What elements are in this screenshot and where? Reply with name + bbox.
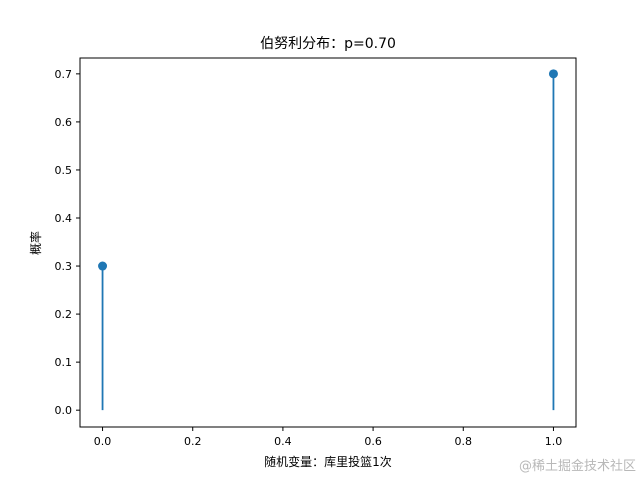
x-tick-label: 0.2 (184, 435, 202, 448)
x-tick-label: 0.4 (274, 435, 292, 448)
plot-frame (79, 57, 577, 428)
x-tick-label: 0.6 (364, 435, 382, 448)
y-axis-label: 概率 (28, 231, 43, 255)
y-tick-label: 0.5 (55, 164, 73, 177)
watermark: @稀土掘金技术社区 (518, 459, 636, 474)
y-tick-label: 0.1 (55, 356, 73, 369)
y-tick-label: 0.7 (55, 68, 73, 81)
chart-title: 伯努利分布：p=0.70 (260, 36, 396, 52)
x-tick-label: 1.0 (545, 435, 563, 448)
y-tick-label: 0.2 (55, 308, 73, 321)
x-tick-label: 0.0 (94, 435, 112, 448)
y-tick-label: 0.3 (55, 260, 73, 273)
stem-marker (548, 69, 558, 79)
y-tick-label: 0.6 (55, 116, 73, 129)
x-axis-label: 随机变量：库里投篮1次 (264, 454, 392, 469)
y-tick-label: 0.4 (55, 212, 73, 225)
y-tick-label: 0.0 (55, 404, 73, 417)
x-tick-label: 0.8 (455, 435, 473, 448)
stem-marker (98, 261, 108, 271)
